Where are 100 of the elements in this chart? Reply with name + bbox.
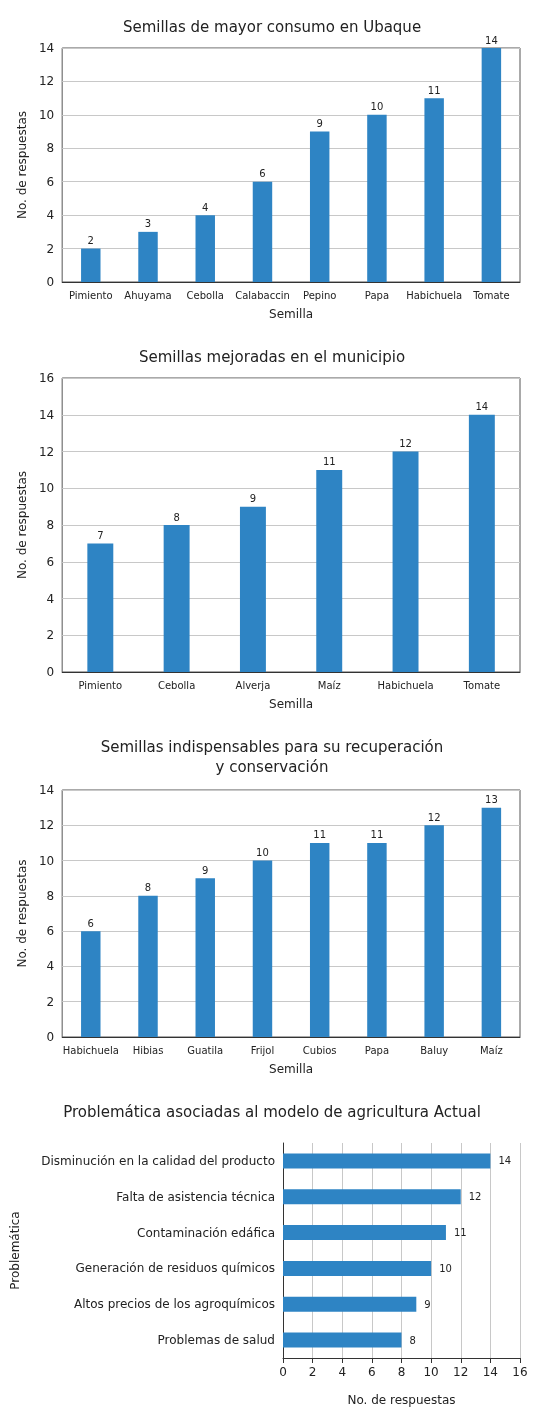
data-label: 6 [259, 168, 266, 180]
bar [481, 48, 502, 282]
x-tick-label: 8 [397, 1365, 406, 1379]
bar [81, 931, 101, 1037]
bar [424, 825, 444, 1037]
y-tick-label: 10 [38, 853, 55, 868]
bar [163, 525, 190, 672]
x-tick-label: Habichuela [406, 289, 463, 301]
data-label: 12 [427, 811, 441, 823]
bar [424, 98, 444, 282]
bar [195, 215, 215, 282]
x-tick-label: Pimiento [68, 289, 113, 301]
y-tick-label: 14 [38, 41, 55, 55]
data-label: 11 [370, 829, 384, 841]
bar [283, 1296, 417, 1312]
data-label: 10 [439, 1262, 452, 1274]
bar [309, 842, 330, 1037]
x-tick-label: Frijol [250, 1044, 275, 1056]
x-tick-label: 14 [482, 1365, 499, 1379]
data-label: 8 [144, 882, 152, 894]
y-tick-label: 6 [46, 554, 55, 569]
data-label: 11 [313, 829, 327, 841]
bar [283, 1332, 402, 1348]
y-tick-label: 4 [46, 959, 55, 974]
bar [283, 1225, 446, 1241]
x-tick-label: Papa [364, 1044, 390, 1056]
y-tick-label: 12 [38, 74, 55, 89]
bar [367, 114, 387, 282]
data-label: 12 [399, 438, 412, 449]
data-label: 4 [202, 201, 209, 213]
bar [309, 131, 330, 282]
chart-title: Problemática asociadas al modelo de agricultura Actual [63, 1103, 481, 1121]
y-tick-label: 2 [46, 628, 55, 643]
x-tick-label: Cubios [302, 1044, 337, 1056]
x-tick-label: 0 [279, 1365, 287, 1379]
x-tick-label: 12 [453, 1365, 469, 1379]
y-tick-label: 16 [38, 371, 55, 385]
chart-title: Semillas de mayor consumo en Ubaque [122, 18, 422, 36]
x-axis-title: Semilla [269, 307, 314, 321]
y-tick-label: 0 [46, 275, 55, 289]
data-label: 9 [316, 118, 323, 130]
bar [138, 895, 158, 1037]
bar [481, 807, 502, 1037]
y-tick-label: 8 [46, 518, 55, 532]
y-tick-label: 8 [46, 888, 55, 903]
bar [283, 1153, 491, 1169]
chart-title: Semillas mejoradas en el municipio [138, 348, 406, 366]
x-tick-label: Pimiento [78, 679, 123, 691]
y-tick-label: 6 [46, 924, 55, 939]
y-tick-label: Generación de residuos químicos [75, 1261, 275, 1276]
x-axis-title: No. de respuestas [347, 1393, 456, 1407]
data-label: 11 [453, 1227, 467, 1239]
bar [283, 1189, 461, 1205]
y-axis-title: No. de respuestas [15, 859, 29, 968]
bar [87, 543, 114, 672]
y-tick-label: Altos precios de los agroquímicos [74, 1297, 275, 1312]
x-tick-label: Alverja [235, 679, 271, 691]
y-tick-label: Problemas de salud [157, 1333, 275, 1348]
x-tick-label: Maíz [479, 1044, 503, 1056]
x-tick-label: Ahuyama [124, 289, 172, 301]
x-tick-label: Habichuela [377, 679, 434, 691]
y-tick-label: 4 [46, 208, 55, 223]
y-axis-title: Problemática [8, 1211, 22, 1290]
data-label: 9 [424, 1298, 431, 1310]
bar [81, 248, 101, 282]
x-tick-label: Hibias [132, 1044, 164, 1056]
bar [283, 1260, 432, 1276]
data-label: 10 [370, 101, 384, 113]
data-label: 9 [249, 493, 257, 505]
y-tick-label: 4 [46, 591, 55, 606]
y-tick-label: 14 [38, 783, 55, 797]
y-tick-label: 10 [38, 107, 55, 122]
x-tick-label: 10 [423, 1365, 439, 1379]
x-tick-label: Tomate [462, 679, 501, 691]
chart-title: Semillas indispensables para su recuperación y conservación [100, 738, 444, 776]
data-label: 14 [475, 401, 489, 413]
data-label: 11 [427, 84, 441, 96]
y-axis-title: No. de respuestas [15, 110, 29, 220]
y-tick-label: 12 [38, 818, 55, 833]
y-axis-title: No. de respuestas [15, 470, 29, 580]
y-tick-label: 0 [46, 665, 55, 679]
data-label: 6 [87, 917, 94, 929]
bar [468, 414, 495, 672]
x-tick-label: Habichuela [62, 1044, 119, 1056]
data-label: 9 [202, 864, 209, 876]
y-tick-label: 10 [38, 481, 55, 496]
y-tick-label: 8 [46, 141, 55, 156]
y-tick-label: 12 [38, 444, 55, 459]
data-label: 14 [498, 1155, 512, 1167]
data-label: 8 [409, 1334, 416, 1346]
y-tick-label: Disminución en la calidad del producto [41, 1153, 275, 1168]
x-tick-label: Cebolla [186, 289, 224, 301]
x-tick-label: 4 [338, 1365, 347, 1379]
x-tick-label: Pepino [302, 289, 337, 301]
x-tick-label: Tomate [472, 289, 510, 301]
x-tick-label: Baluy [420, 1044, 449, 1056]
x-tick-label: 2 [308, 1365, 317, 1379]
y-tick-label: 0 [46, 1030, 55, 1044]
bar [367, 842, 387, 1037]
bar [138, 231, 158, 282]
